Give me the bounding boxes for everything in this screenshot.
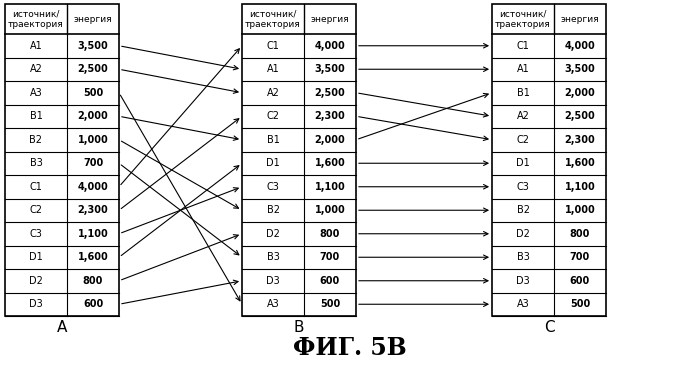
- Text: 1,600: 1,600: [565, 158, 596, 168]
- Text: 2,000: 2,000: [78, 111, 108, 121]
- Text: A1: A1: [266, 64, 280, 74]
- Text: энергия: энергия: [73, 15, 113, 24]
- Text: 1,000: 1,000: [565, 205, 596, 215]
- Text: 1,000: 1,000: [78, 135, 108, 145]
- Text: A1: A1: [29, 41, 43, 51]
- Text: C3: C3: [29, 229, 43, 239]
- Text: A2: A2: [29, 64, 43, 74]
- Text: 2,500: 2,500: [315, 88, 345, 98]
- Text: 3,500: 3,500: [78, 41, 108, 51]
- Text: C3: C3: [266, 182, 280, 192]
- Text: энергия: энергия: [310, 15, 350, 24]
- Text: В: В: [294, 320, 304, 335]
- Text: A3: A3: [266, 299, 280, 309]
- Text: C1: C1: [266, 41, 280, 51]
- Text: энергия: энергия: [561, 15, 599, 24]
- Text: D1: D1: [29, 252, 43, 262]
- Text: D2: D2: [516, 229, 530, 239]
- Text: A3: A3: [29, 88, 43, 98]
- Text: C2: C2: [29, 205, 43, 215]
- Bar: [492, 4, 606, 316]
- Bar: [5, 4, 119, 316]
- Text: 800: 800: [320, 229, 340, 239]
- Text: A2: A2: [266, 88, 280, 98]
- Text: C3: C3: [517, 182, 529, 192]
- Text: D1: D1: [516, 158, 530, 168]
- Text: 4,000: 4,000: [565, 41, 596, 51]
- Text: A3: A3: [517, 299, 529, 309]
- Text: 3,500: 3,500: [565, 64, 596, 74]
- Text: источник/
траектория: источник/ траектория: [495, 9, 551, 29]
- Text: A2: A2: [517, 111, 529, 121]
- Text: 700: 700: [83, 158, 103, 168]
- Text: 2,300: 2,300: [565, 135, 596, 145]
- Text: 500: 500: [570, 299, 590, 309]
- Text: А: А: [57, 320, 67, 335]
- Text: ФИГ. 5В: ФИГ. 5В: [293, 336, 406, 360]
- Text: 2,300: 2,300: [315, 111, 345, 121]
- Text: B3: B3: [266, 252, 280, 262]
- Text: D3: D3: [29, 299, 43, 309]
- Text: 800: 800: [82, 276, 103, 286]
- Text: B2: B2: [29, 135, 43, 145]
- Text: 4,000: 4,000: [78, 182, 108, 192]
- Text: 2,300: 2,300: [78, 205, 108, 215]
- Text: B2: B2: [266, 205, 280, 215]
- Text: 700: 700: [570, 252, 590, 262]
- Text: A1: A1: [517, 64, 529, 74]
- Text: B1: B1: [29, 111, 43, 121]
- Text: 1,600: 1,600: [78, 252, 108, 262]
- Text: D2: D2: [29, 276, 43, 286]
- Text: B3: B3: [29, 158, 43, 168]
- Text: B3: B3: [517, 252, 529, 262]
- Text: 2,000: 2,000: [315, 135, 345, 145]
- Text: D3: D3: [516, 276, 530, 286]
- Text: C1: C1: [29, 182, 43, 192]
- Text: B1: B1: [266, 135, 280, 145]
- Text: 600: 600: [570, 276, 590, 286]
- Text: 2,500: 2,500: [565, 111, 596, 121]
- Text: 600: 600: [320, 276, 340, 286]
- Text: 1,600: 1,600: [315, 158, 345, 168]
- Text: B2: B2: [517, 205, 530, 215]
- Text: источник/
траектория: источник/ траектория: [245, 9, 301, 29]
- Text: D2: D2: [266, 229, 280, 239]
- Text: 2,000: 2,000: [565, 88, 596, 98]
- Text: 4,000: 4,000: [315, 41, 345, 51]
- Text: C1: C1: [517, 41, 529, 51]
- Text: B1: B1: [517, 88, 529, 98]
- Text: 3,500: 3,500: [315, 64, 345, 74]
- Text: 1,100: 1,100: [78, 229, 108, 239]
- Text: D1: D1: [266, 158, 280, 168]
- Text: 2,500: 2,500: [78, 64, 108, 74]
- Text: C2: C2: [266, 111, 280, 121]
- Text: С: С: [544, 320, 554, 335]
- Text: 1,100: 1,100: [565, 182, 596, 192]
- Text: 500: 500: [320, 299, 340, 309]
- Text: 600: 600: [83, 299, 103, 309]
- Text: 1,000: 1,000: [315, 205, 345, 215]
- Text: 1,100: 1,100: [315, 182, 345, 192]
- Text: 500: 500: [83, 88, 103, 98]
- Bar: [242, 4, 356, 316]
- Text: 700: 700: [320, 252, 340, 262]
- Text: C2: C2: [517, 135, 530, 145]
- Text: источник/
траектория: источник/ траектория: [8, 9, 64, 29]
- Text: D3: D3: [266, 276, 280, 286]
- Text: 800: 800: [570, 229, 590, 239]
